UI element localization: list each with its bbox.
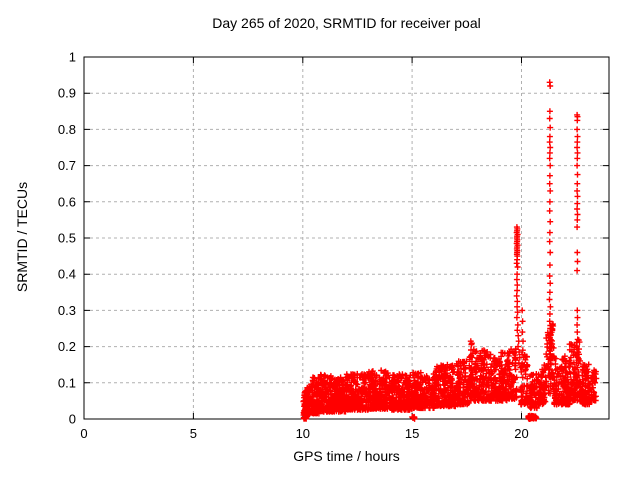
x-axis-label: GPS time / hours bbox=[293, 448, 400, 464]
y-tick-label: 0.1 bbox=[58, 375, 76, 390]
grid-lines bbox=[84, 57, 609, 419]
y-tick-label: 0.9 bbox=[58, 86, 76, 101]
x-tick-label: 20 bbox=[514, 426, 528, 441]
y-tick-label: 1 bbox=[69, 50, 76, 65]
y-tick-label: 0.7 bbox=[58, 158, 76, 173]
x-tick-label: 5 bbox=[190, 426, 197, 441]
y-tick-label: 0.3 bbox=[58, 303, 76, 318]
y-tick-label: 0 bbox=[69, 412, 76, 427]
x-tick-label: 15 bbox=[405, 426, 419, 441]
y-tick-label: 0.2 bbox=[58, 339, 76, 354]
y-tick-label: 0.6 bbox=[58, 194, 76, 209]
y-tick-label: 0.4 bbox=[58, 267, 76, 282]
chart-title: Day 265 of 2020, SRMTID for receiver poa… bbox=[212, 15, 481, 31]
data-points bbox=[300, 79, 600, 422]
x-tick-label: 0 bbox=[80, 426, 87, 441]
x-tick-label: 10 bbox=[296, 426, 310, 441]
y-tick-label: 0.5 bbox=[58, 231, 76, 246]
y-tick-label: 0.8 bbox=[58, 122, 76, 137]
